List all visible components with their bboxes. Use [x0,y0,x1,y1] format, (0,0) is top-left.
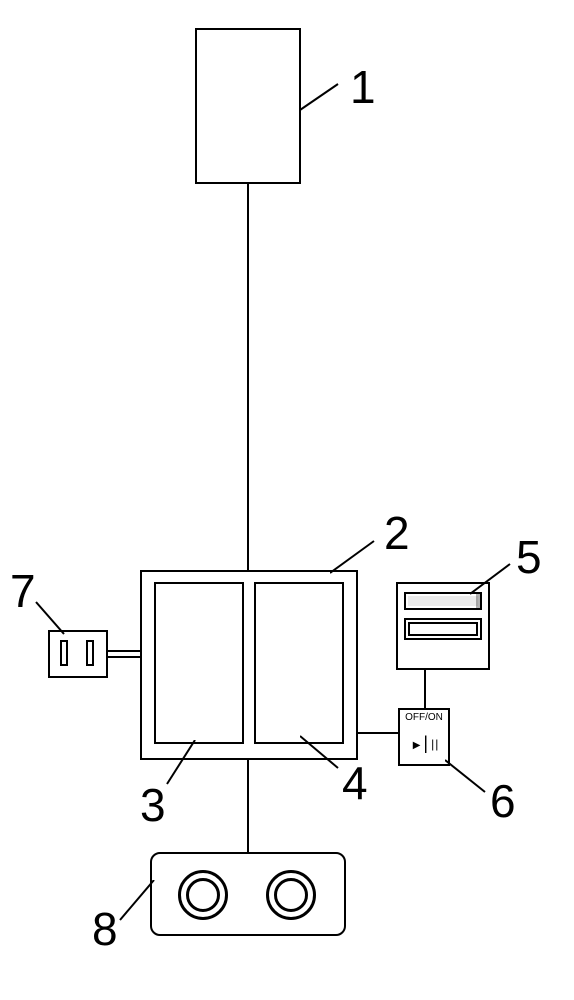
component-1-box [195,28,301,184]
connector-2-to-7b [108,656,140,658]
connector-2-to-6 [358,732,398,734]
component-3-box [154,582,244,744]
leader-7 [34,598,80,642]
label-1: 1 [350,60,376,114]
switch-offon-text: OFF/ON [400,712,448,723]
component-7-slot-a [60,640,68,666]
label-7: 7 [10,564,36,618]
leader-5 [470,560,520,600]
leader-1 [300,80,350,120]
connector-2-to-8 [247,760,249,852]
leader-6 [445,756,495,800]
label-2: 2 [384,506,410,560]
play-icon: ▶ [413,740,422,751]
leader-3 [165,740,205,796]
diagram-canvas: OFF/ON ▶||| 1 2 3 4 5 6 [0,0,574,1000]
label-3: 3 [140,778,166,832]
bar-icon: | [423,733,429,753]
component-4-box [254,582,344,744]
leader-4 [300,730,346,774]
label-6: 6 [490,774,516,828]
connector-2-to-7 [108,650,140,652]
leader-2 [330,537,386,577]
label-4: 4 [342,756,368,810]
component-8-circle-l-inner [186,878,220,912]
connector-6-to-5 [424,670,426,708]
component-5-bar-mid-inner [408,622,478,636]
connector-1-to-2 [247,184,249,570]
label-5: 5 [516,530,542,584]
leader-8 [118,880,164,930]
switch-icons: ▶||| [398,732,450,753]
label-8: 8 [92,902,118,956]
component-7-slot-b [86,640,94,666]
component-8-circle-r-inner [274,878,308,912]
pause-icon: || [431,737,439,751]
component-5-bar-top-inner [408,596,478,606]
